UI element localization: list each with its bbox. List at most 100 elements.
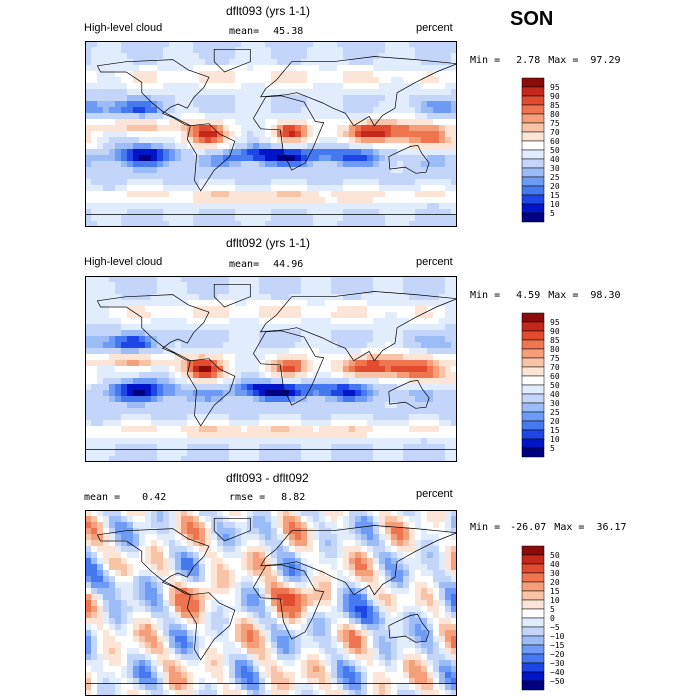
map-field-cell <box>109 282 116 289</box>
colorbar-box <box>521 429 545 440</box>
map-field-cell <box>241 552 248 559</box>
map-field-cell <box>253 300 260 307</box>
map-field-cell <box>349 41 356 48</box>
map-field-cell <box>103 378 110 385</box>
map-field-cell <box>367 528 374 535</box>
map-field-cell <box>265 570 272 577</box>
map-field-cell <box>415 600 422 607</box>
map-field-cell <box>271 215 278 222</box>
map-field-cell <box>409 516 416 523</box>
map-field-cell <box>277 426 284 433</box>
map-field-cell <box>283 372 290 379</box>
map-field-cell <box>193 221 200 227</box>
map-field-cell <box>349 522 356 529</box>
map-field-cell <box>391 438 398 445</box>
map-field-cell <box>319 546 326 553</box>
map-field-cell <box>391 179 398 186</box>
map-field-cell <box>97 342 104 349</box>
map-field-cell <box>307 300 314 307</box>
map-field-cell <box>205 89 212 96</box>
map-field-cell <box>175 107 182 114</box>
map-field-cell <box>97 534 104 541</box>
map-field-cell <box>217 107 224 114</box>
map-field-cell <box>85 47 92 54</box>
map-field-cell <box>445 582 452 589</box>
map-field-cell <box>439 143 446 150</box>
map-field-cell <box>331 203 338 210</box>
map-field-cell <box>229 594 236 601</box>
map-field-cell <box>199 215 206 222</box>
map-field-cell <box>409 540 416 547</box>
map-field-cell <box>325 282 332 289</box>
map-field-cell <box>403 354 410 361</box>
map-field-cell <box>265 540 272 547</box>
map-field-cell <box>391 570 398 577</box>
map-field-cell <box>271 372 278 379</box>
map-field-cell <box>103 456 110 462</box>
map-field-cell <box>307 209 314 216</box>
map-field-cell <box>259 209 266 216</box>
map-field-cell <box>139 330 146 337</box>
map-field-cell <box>439 552 446 559</box>
map-field-cell <box>193 528 200 535</box>
map-field-cell <box>439 131 446 138</box>
map-field-cell <box>391 300 398 307</box>
map-field-cell <box>367 372 374 379</box>
map-field-cell <box>181 294 188 301</box>
map-field-cell <box>193 197 200 204</box>
map-field-cell <box>403 107 410 114</box>
map-field-cell <box>163 606 170 613</box>
map-field-cell <box>427 47 434 54</box>
map-field-cell <box>289 396 296 403</box>
map-field-cell <box>205 408 212 415</box>
map-field-cell <box>421 155 428 162</box>
map-field-cell <box>439 185 446 192</box>
map-field-cell <box>199 396 206 403</box>
map-field-cell <box>445 588 452 595</box>
map-field-cell <box>349 594 356 601</box>
map-field-cell <box>175 312 182 319</box>
map-field-cell <box>229 113 236 120</box>
map-field-cell <box>253 336 260 343</box>
map-field-cell <box>265 143 272 150</box>
map-field-cell <box>361 372 368 379</box>
map-field-cell <box>217 197 224 204</box>
map-field-cell <box>211 606 218 613</box>
map-field-cell <box>289 89 296 96</box>
map-field-cell <box>229 83 236 90</box>
map-field-cell <box>325 137 332 144</box>
map-field-cell <box>361 594 368 601</box>
map-field-cell <box>445 173 452 180</box>
map-field-cell <box>85 107 92 114</box>
map-field-cell <box>235 300 242 307</box>
map-field-cell <box>325 594 332 601</box>
map-field-cell <box>139 540 146 547</box>
map-field-cell <box>325 41 332 48</box>
map-field-cell <box>115 354 122 361</box>
map-field-cell <box>187 221 194 227</box>
map-field-cell <box>277 354 284 361</box>
map-field-cell <box>199 179 206 186</box>
map-field-cell <box>277 300 284 307</box>
map-field-cell <box>151 348 158 355</box>
map-field-cell <box>241 432 248 439</box>
map-field-cell <box>253 456 260 462</box>
map-field-cell <box>223 306 230 313</box>
map-field-cell <box>97 191 104 198</box>
map-field-cell <box>199 83 206 90</box>
map-field-cell <box>169 101 176 108</box>
map-field-cell <box>421 282 428 289</box>
map-field-cell <box>301 89 308 96</box>
map-field-cell <box>313 59 320 66</box>
map-field-cell <box>187 300 194 307</box>
colorbar-tick-label: 95 <box>550 318 560 327</box>
map-field-cell <box>343 510 350 517</box>
map-field-cell <box>85 276 92 283</box>
map-field-cell <box>445 221 452 227</box>
map-field-cell <box>109 408 116 415</box>
map-field-cell <box>229 534 236 541</box>
map-field-cell <box>391 113 398 120</box>
map-field-cell <box>151 306 158 313</box>
map-field-cell <box>85 372 92 379</box>
map-field-cell <box>355 456 362 462</box>
